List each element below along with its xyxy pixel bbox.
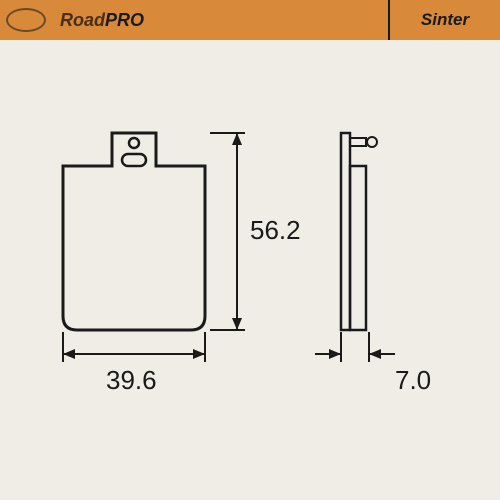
dimension-width-label: 39.6 bbox=[106, 365, 157, 396]
compound-type-box: Sinter bbox=[390, 0, 500, 40]
brand-prefix: Road bbox=[60, 10, 105, 31]
brake-pad-side-view bbox=[338, 130, 408, 345]
technical-drawing-area: 39.6 56.2 7.0 bbox=[0, 40, 500, 500]
dimension-height-label: 56.2 bbox=[250, 215, 301, 246]
brand-suffix: PRO bbox=[105, 10, 144, 31]
brake-pad-front-view bbox=[60, 130, 210, 345]
brand-logo-icon bbox=[6, 8, 46, 32]
product-spec-card: RoadPRO Sinter bbox=[0, 0, 500, 500]
dimension-thickness-label: 7.0 bbox=[395, 365, 431, 396]
product-name-box: RoadPRO bbox=[52, 0, 388, 40]
brand-logo-box bbox=[0, 0, 52, 40]
compound-type-label: Sinter bbox=[421, 10, 469, 30]
header-bar: RoadPRO Sinter bbox=[0, 0, 500, 40]
